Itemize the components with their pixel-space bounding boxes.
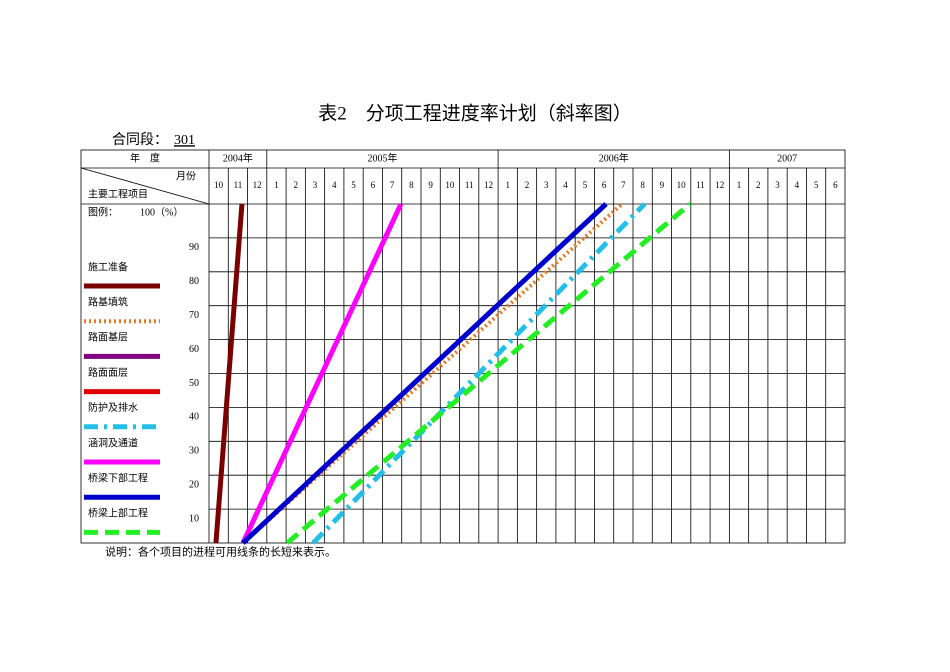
progress-line xyxy=(311,202,647,545)
month-label: 2 xyxy=(756,180,761,190)
month-label: 12 xyxy=(484,180,493,190)
legend-label: 路面面层 xyxy=(88,366,128,379)
diagonal xyxy=(80,167,210,205)
month-label: 4 xyxy=(332,180,337,190)
legend-label: 施工准备 xyxy=(88,260,128,273)
progress-line xyxy=(240,202,404,545)
y-tick-label: 90 xyxy=(189,242,199,253)
month-label: 7 xyxy=(621,180,626,190)
frame xyxy=(80,149,846,544)
item-header: 主要工程项目 xyxy=(88,188,148,200)
month-label: 12 xyxy=(253,180,262,190)
month-label: 1 xyxy=(737,180,742,190)
y-tick-label: 70 xyxy=(189,310,199,321)
month-label: 1 xyxy=(274,180,279,190)
y-tick-label: 40 xyxy=(189,412,199,423)
progress-line xyxy=(285,202,692,545)
month-label: 2 xyxy=(293,180,298,190)
title: 表2 分项工程进度率计划（斜率图） xyxy=(318,102,632,124)
month-label: 5 xyxy=(583,180,588,190)
month-label: 7 xyxy=(390,180,395,190)
y-tick-label: 20 xyxy=(189,479,199,490)
month-label: 4 xyxy=(563,180,568,190)
month-label: 10 xyxy=(677,180,687,190)
legend-title: 图例： xyxy=(88,205,118,218)
month-label: 11 xyxy=(696,180,705,190)
legend-label: 路基填筑 xyxy=(88,295,128,308)
month-label: 5 xyxy=(351,180,356,190)
y-tick-label: 30 xyxy=(189,446,199,457)
year-header: 年 度 xyxy=(130,151,160,164)
month-label: 8 xyxy=(409,180,414,190)
legend-label: 桥梁下部工程 xyxy=(88,471,148,484)
progress-line xyxy=(241,202,608,545)
month-label: 5 xyxy=(814,180,819,190)
month-label: 6 xyxy=(602,180,607,190)
month-label: 3 xyxy=(544,180,549,190)
progress-line xyxy=(213,203,245,544)
month-label: 9 xyxy=(428,180,433,190)
year-label: 2004年 xyxy=(223,151,253,164)
month-label: 4 xyxy=(795,180,800,190)
legend-label: 涵洞及通道 xyxy=(88,436,138,449)
y-tick-label: 50 xyxy=(189,378,199,389)
contract-no: 301 xyxy=(174,133,195,148)
year-label: 2006年 xyxy=(599,151,629,164)
month-label: 10 xyxy=(445,180,455,190)
year-label: 2005年 xyxy=(367,151,397,164)
month-label: 1 xyxy=(505,180,510,190)
month-label: 8 xyxy=(640,180,645,190)
month-label: 11 xyxy=(234,180,243,190)
month-label: 6 xyxy=(833,180,838,190)
month-label: 12 xyxy=(715,180,724,190)
legend-label: 路面基层 xyxy=(88,331,128,344)
month-label: 2 xyxy=(525,180,530,190)
legend-label: 防护及排水 xyxy=(88,401,138,414)
y-tick-label: 60 xyxy=(189,344,199,355)
month-label: 11 xyxy=(465,180,474,190)
y-tick-label: 10 xyxy=(189,513,199,524)
footnote: 说明：各个项目的进程可用线条的长短来表示。 xyxy=(105,545,336,559)
legend-label: 桥梁上部工程 xyxy=(88,507,148,520)
scale-top: 100（%） xyxy=(140,206,183,218)
year-label: 2007 xyxy=(777,153,797,164)
month-label: 10 xyxy=(214,180,224,190)
month-label: 6 xyxy=(371,180,376,190)
month-header: 月份 xyxy=(176,170,196,182)
month-label: 9 xyxy=(660,180,665,190)
month-label: 3 xyxy=(313,180,318,190)
y-tick-label: 80 xyxy=(189,276,199,287)
month-label: 3 xyxy=(775,180,780,190)
contract-label: 合同段： xyxy=(112,132,168,148)
